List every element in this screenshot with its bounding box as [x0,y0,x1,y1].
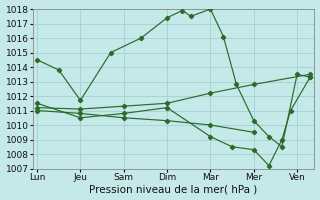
X-axis label: Pression niveau de la mer( hPa ): Pression niveau de la mer( hPa ) [90,184,258,194]
